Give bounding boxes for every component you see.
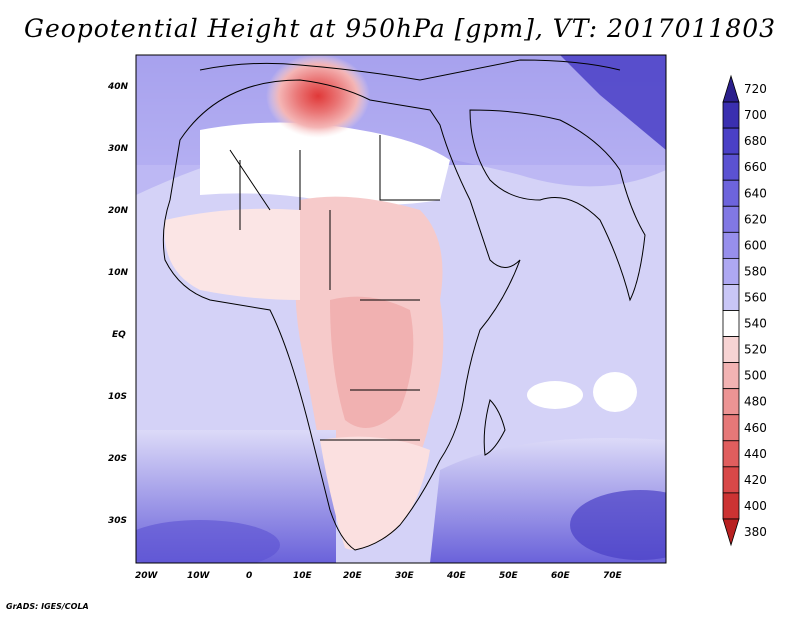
geopotential-field bbox=[136, 55, 666, 563]
colorbar-label: 720 bbox=[744, 82, 767, 96]
map-title: Geopotential Height at 950hPa [gpm], VT:… bbox=[23, 14, 777, 43]
colorbar-swatch bbox=[722, 127, 740, 155]
lon-tick: 60E bbox=[551, 571, 571, 581]
lon-tick: 50E bbox=[499, 571, 519, 581]
colorbar-swatch bbox=[722, 205, 740, 233]
colorbar-swatch bbox=[722, 257, 740, 285]
colorbar-label: 680 bbox=[744, 134, 767, 148]
colorbar-swatch bbox=[722, 414, 740, 442]
lon-tick: 30E bbox=[395, 571, 415, 581]
colorbar-label: 460 bbox=[744, 421, 767, 435]
lat-tick: 30S bbox=[108, 516, 127, 526]
colorbar-swatch bbox=[722, 101, 740, 129]
lat-tick: 10N bbox=[108, 268, 129, 278]
colorbar-label: 700 bbox=[744, 108, 767, 122]
colorbar-swatch bbox=[722, 231, 740, 259]
colorbar-label: 540 bbox=[744, 317, 767, 331]
colorbar-label: 440 bbox=[744, 447, 767, 461]
grads-credit: GrADS: IGES/COLA bbox=[6, 602, 89, 611]
colorbar-label: 580 bbox=[744, 264, 767, 278]
colorbar-swatch bbox=[722, 440, 740, 468]
colorbar-swatch bbox=[722, 153, 740, 181]
lon-tick: 0 bbox=[246, 571, 252, 581]
latitude-axis: 40N 30N 20N 10N EQ 10S 20S 30S bbox=[107, 82, 129, 526]
colorbar-label: 640 bbox=[744, 186, 767, 200]
colorbar-swatch bbox=[722, 179, 740, 207]
colorbar-label: 380 bbox=[744, 525, 767, 539]
lat-tick: 30N bbox=[108, 144, 129, 154]
lon-tick: 20W bbox=[135, 571, 159, 581]
colorbar-label: 520 bbox=[744, 343, 767, 357]
lon-tick: 40E bbox=[446, 571, 467, 581]
lat-tick: 20N bbox=[108, 206, 129, 216]
colorbar-swatch bbox=[722, 388, 740, 416]
longitude-axis: 20W 10W 0 10E 20E 30E 40E 50E 60E 70E bbox=[135, 571, 623, 581]
colorbar-label: 620 bbox=[744, 212, 767, 226]
colorbar-swatch bbox=[722, 310, 740, 337]
lat-tick: 10S bbox=[108, 392, 127, 402]
lon-tick: 70E bbox=[603, 571, 623, 581]
colorbar-swatch bbox=[722, 284, 740, 311]
lon-tick: 20E bbox=[343, 571, 363, 581]
colorbar-label: 660 bbox=[744, 160, 767, 174]
lon-tick: 10W bbox=[187, 571, 211, 581]
colorbar-label: 560 bbox=[744, 290, 767, 304]
colorbar-label: 500 bbox=[744, 369, 767, 383]
lat-tick: 40N bbox=[107, 82, 129, 92]
colorbar-label: 480 bbox=[744, 395, 767, 409]
colorbar-label: 600 bbox=[744, 238, 767, 252]
colorbar-label: 400 bbox=[744, 499, 767, 513]
colorbar-swatch bbox=[722, 466, 740, 494]
colorbar-swatch bbox=[722, 74, 740, 103]
map-frame bbox=[135, 54, 667, 564]
lat-tick: EQ bbox=[112, 330, 126, 340]
colorbar: 720 700 680 660 640 620 600 580 560 540 520 500 480 4… bbox=[722, 74, 767, 547]
lon-tick: 10E bbox=[293, 571, 313, 581]
lat-tick: 20S bbox=[108, 454, 127, 464]
colorbar-swatch bbox=[722, 492, 740, 520]
colorbar-label: 420 bbox=[744, 473, 767, 487]
colorbar-swatch bbox=[722, 362, 740, 390]
colorbar-swatch bbox=[722, 518, 740, 547]
colorbar-swatch bbox=[722, 336, 740, 364]
